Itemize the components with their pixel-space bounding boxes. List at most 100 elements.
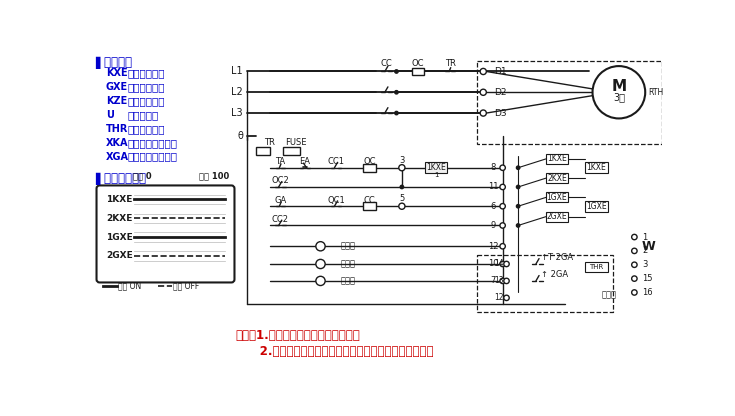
Text: 说明：1.虚线框内为执行机构内部接线: 说明：1.虚线框内为执行机构内部接线 xyxy=(235,329,360,342)
Bar xyxy=(546,173,567,183)
Text: ▌开关动作程序: ▌开关动作程序 xyxy=(95,171,146,185)
Bar xyxy=(585,162,608,173)
Text: ▌符号说明: ▌符号说明 xyxy=(95,56,132,69)
Circle shape xyxy=(500,165,506,171)
Text: 2: 2 xyxy=(642,246,648,255)
Text: CC2: CC2 xyxy=(272,215,289,224)
Text: XGA: XGA xyxy=(106,151,129,161)
Text: 2.图中各限位及转矩开关为阀门处于中间位置时的状态: 2.图中各限位及转矩开关为阀门处于中间位置时的状态 xyxy=(235,345,434,358)
Text: 13: 13 xyxy=(494,276,503,285)
Bar xyxy=(412,68,424,75)
Text: KZE: KZE xyxy=(106,96,127,106)
Text: 1GXE: 1GXE xyxy=(547,193,567,202)
Circle shape xyxy=(500,184,506,190)
Text: W: W xyxy=(642,240,656,253)
Circle shape xyxy=(500,244,506,249)
Circle shape xyxy=(480,68,487,74)
Circle shape xyxy=(500,223,506,228)
Text: 空间加热电阻: 空间加热电阻 xyxy=(128,124,165,134)
Circle shape xyxy=(500,261,506,267)
Text: D3: D3 xyxy=(494,109,506,118)
Text: TR: TR xyxy=(445,59,456,68)
Bar xyxy=(477,61,662,144)
Text: 8: 8 xyxy=(491,163,496,172)
Text: 系列化: 系列化 xyxy=(340,260,355,268)
Text: ↑T 2GA: ↑T 2GA xyxy=(542,253,573,262)
Text: M: M xyxy=(612,79,626,94)
Text: 3～: 3～ xyxy=(613,93,625,103)
Circle shape xyxy=(631,276,637,281)
Circle shape xyxy=(631,290,637,295)
Text: TA: TA xyxy=(275,157,285,166)
Bar xyxy=(546,192,567,202)
Circle shape xyxy=(503,278,509,284)
Text: 1KXE: 1KXE xyxy=(426,163,446,172)
Text: OC2: OC2 xyxy=(271,176,289,185)
Circle shape xyxy=(517,166,520,169)
Text: 2KXE: 2KXE xyxy=(106,214,132,223)
Bar xyxy=(585,262,608,272)
Text: 1GXE: 1GXE xyxy=(106,233,132,242)
Text: THR: THR xyxy=(106,124,128,134)
Circle shape xyxy=(480,89,487,95)
Circle shape xyxy=(500,278,506,284)
Text: L2: L2 xyxy=(232,87,243,97)
Circle shape xyxy=(500,203,506,209)
Text: 3: 3 xyxy=(642,260,648,269)
Text: L3: L3 xyxy=(232,108,243,118)
Circle shape xyxy=(400,185,404,189)
Circle shape xyxy=(631,248,637,254)
Circle shape xyxy=(316,242,325,251)
Text: 2KXE: 2KXE xyxy=(547,173,567,183)
Text: ↑ 2GA: ↑ 2GA xyxy=(542,270,568,279)
Circle shape xyxy=(399,165,405,171)
Circle shape xyxy=(480,110,487,116)
Text: 关向限位开关: 关向限位开关 xyxy=(128,82,165,92)
Text: FUSE: FUSE xyxy=(286,138,307,147)
Text: 1KXE: 1KXE xyxy=(587,163,606,172)
Text: EA: EA xyxy=(299,157,310,166)
Text: 6: 6 xyxy=(491,202,496,211)
Circle shape xyxy=(316,276,325,285)
Text: 7: 7 xyxy=(491,276,496,285)
Text: THR: THR xyxy=(589,264,603,270)
Text: 开向限位开关: 开向限位开关 xyxy=(128,68,165,78)
Text: KXE: KXE xyxy=(106,68,127,78)
Text: 1: 1 xyxy=(434,172,438,178)
Text: 9: 9 xyxy=(491,221,496,230)
Text: 断开 OFF: 断开 OFF xyxy=(173,281,199,290)
Circle shape xyxy=(399,203,405,209)
Text: L1: L1 xyxy=(232,67,243,77)
Bar xyxy=(546,212,567,222)
Text: 11: 11 xyxy=(488,183,498,191)
Text: 全关 0: 全关 0 xyxy=(133,172,151,181)
Text: 3: 3 xyxy=(399,156,404,165)
Text: D2: D2 xyxy=(494,88,506,97)
Circle shape xyxy=(631,234,637,240)
Text: 1KXE: 1KXE xyxy=(106,195,132,204)
Text: 达方定: 达方定 xyxy=(340,276,355,285)
Text: QC1: QC1 xyxy=(327,196,345,205)
Text: 接通 ON: 接通 ON xyxy=(118,281,141,290)
Text: 5: 5 xyxy=(399,194,404,203)
Text: 10: 10 xyxy=(488,260,498,268)
Circle shape xyxy=(503,261,509,267)
Bar xyxy=(363,164,376,171)
Text: D1: D1 xyxy=(494,67,506,76)
Text: 连锁件: 连锁件 xyxy=(602,290,617,299)
Text: GXE: GXE xyxy=(106,82,128,92)
Text: OC: OC xyxy=(412,59,424,68)
Bar xyxy=(257,147,270,155)
Circle shape xyxy=(395,91,398,94)
Text: RTH: RTH xyxy=(648,88,664,97)
Circle shape xyxy=(316,259,325,269)
Text: CC: CC xyxy=(381,59,392,68)
Text: 12: 12 xyxy=(494,293,503,302)
Circle shape xyxy=(503,295,509,300)
Text: 现场开阀操作开关: 现场开阀操作开关 xyxy=(128,138,178,148)
Circle shape xyxy=(517,185,520,189)
Text: 2GXE: 2GXE xyxy=(547,212,567,221)
Bar xyxy=(546,154,567,164)
Bar xyxy=(363,202,376,210)
Text: 15: 15 xyxy=(642,274,653,283)
